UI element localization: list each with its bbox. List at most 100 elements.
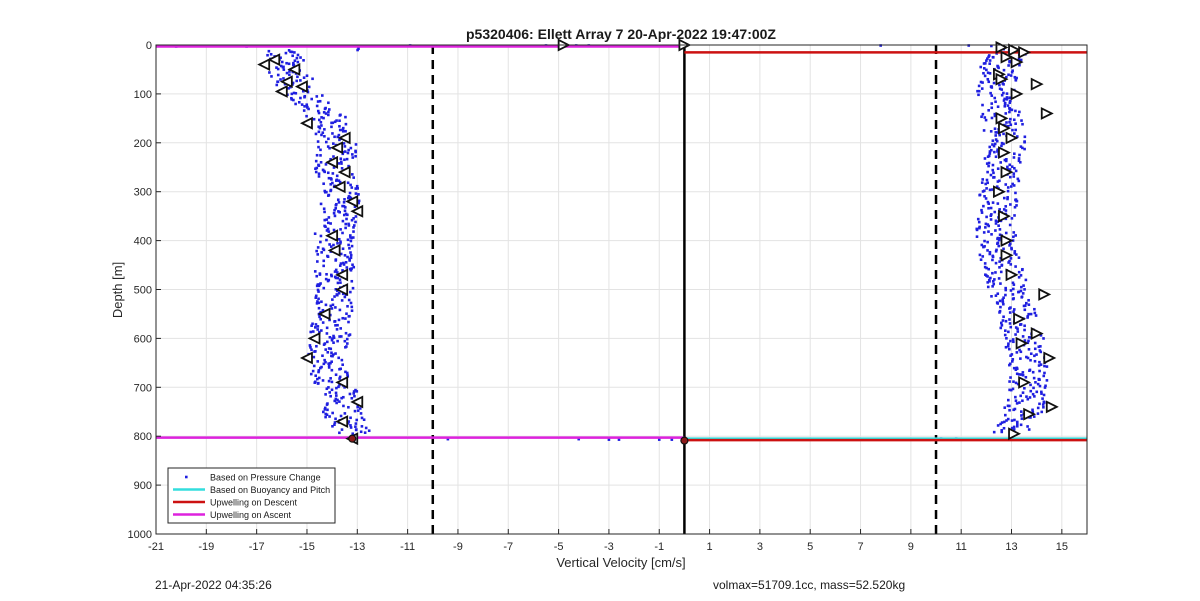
pressure-change-point [1000, 264, 1004, 267]
pressure-change-point [1002, 68, 1006, 72]
pressure-change-point [1026, 425, 1029, 428]
pressure-change-point [326, 194, 330, 197]
pressure-change-point [1004, 159, 1008, 163]
pressure-change-point [334, 268, 338, 272]
pressure-change-point [357, 199, 361, 203]
pressure-change-point [354, 154, 357, 158]
pressure-change-point [349, 146, 353, 150]
pressure-change-point [1009, 74, 1013, 77]
pressure-change-point [291, 54, 294, 58]
pressure-change-point [313, 270, 317, 273]
buoyancy-marker-descent [1030, 327, 1044, 340]
pressure-change-point [1026, 356, 1030, 360]
bottom-marker [680, 436, 689, 445]
pressure-change-point [1040, 390, 1043, 394]
pressure-change-point [322, 207, 326, 211]
pressure-change-point [1027, 303, 1031, 306]
pressure-change-point [318, 315, 321, 319]
pressure-change-point [314, 326, 317, 329]
pressure-change-point [1004, 112, 1008, 115]
buoyancy-marker-ascent [299, 116, 313, 130]
pressure-change-point [326, 279, 330, 283]
pressure-change-point [331, 298, 334, 301]
pressure-change-point [353, 394, 356, 398]
pressure-change-point [314, 323, 318, 326]
pressure-change-point [1038, 402, 1041, 406]
pressure-change-point [1014, 333, 1017, 336]
pressure-change-point [354, 215, 358, 218]
pressure-change-point [349, 256, 353, 260]
buoyancy-marker-descent [1000, 248, 1014, 262]
pressure-change-point [1021, 391, 1025, 394]
pressure-change-point [314, 167, 317, 171]
pressure-change-point [322, 259, 326, 263]
pressure-change-point [314, 170, 318, 174]
y-tick-label: 300 [134, 187, 152, 199]
pressure-change-point [294, 91, 298, 95]
pressure-change-point [305, 106, 309, 109]
pressure-change-point [1016, 177, 1020, 181]
pressure-change-point [991, 139, 995, 143]
pressure-change-point [337, 162, 340, 165]
pressure-change-point [1012, 172, 1016, 175]
pressure-change-point [1003, 406, 1007, 409]
pressure-change-point [1010, 426, 1014, 430]
pressure-change-point [1029, 312, 1033, 316]
pressure-change-point [352, 390, 356, 393]
pressure-change-point [1011, 360, 1014, 363]
pressure-change-point [319, 310, 322, 314]
pressure-change-point [982, 71, 985, 75]
pressure-change-point [1018, 63, 1021, 67]
pressure-change-point [977, 220, 981, 224]
pressure-change-point [331, 181, 334, 185]
pressure-change-point [1011, 338, 1015, 341]
pressure-change-point [1012, 118, 1016, 122]
pressure-change-point [337, 356, 340, 360]
pressure-change-point [291, 81, 295, 85]
pressure-change-point [344, 370, 347, 374]
pressure-change-point [982, 67, 986, 70]
pressure-change-point [321, 94, 324, 97]
pressure-change-point [311, 77, 314, 81]
pressure-change-point [1004, 413, 1007, 417]
pressure-change-point [1023, 308, 1027, 312]
pressure-change-point [1037, 345, 1041, 349]
y-tick-label: 0 [146, 40, 152, 52]
pressure-change-point [986, 281, 990, 284]
pressure-change-point [322, 362, 326, 366]
pressure-change-point [293, 51, 296, 54]
pressure-change-point [1042, 401, 1046, 404]
pressure-change-point [341, 316, 345, 320]
pressure-change-point [338, 308, 342, 312]
pressure-change-point [1038, 384, 1042, 388]
pressure-change-point [1013, 214, 1016, 217]
pressure-change-point [315, 344, 318, 348]
pressure-change-point [1013, 252, 1017, 255]
pressure-change-point [344, 345, 347, 349]
pressure-change-point [986, 71, 990, 75]
pressure-change-point [1014, 122, 1017, 125]
pressure-change-point [1008, 110, 1011, 114]
pressure-change-point [987, 164, 990, 168]
pressure-change-point [1026, 341, 1030, 345]
pressure-change-point [991, 143, 994, 146]
pressure-change-point [991, 201, 995, 204]
pressure-change-point [1012, 287, 1015, 291]
pressure-change-point [1015, 367, 1019, 371]
pressure-change-point [1022, 304, 1026, 308]
pressure-change-point [313, 381, 317, 384]
pressure-change-point [1009, 376, 1012, 379]
pressure-change-point [993, 114, 997, 118]
pressure-change-point [1029, 352, 1033, 356]
y-tick-label: 500 [134, 285, 152, 297]
pressure-change-point [998, 208, 1001, 211]
pressure-change-point [996, 202, 1000, 205]
pressure-change-point [340, 299, 344, 302]
pressure-change-point [987, 267, 991, 271]
pressure-change-point [1009, 257, 1013, 260]
pressure-change-point [1000, 321, 1003, 325]
pressure-change-point [356, 48, 359, 52]
pressure-change-point [330, 307, 334, 310]
pressure-change-point [323, 107, 327, 111]
pressure-change-point [351, 153, 354, 156]
